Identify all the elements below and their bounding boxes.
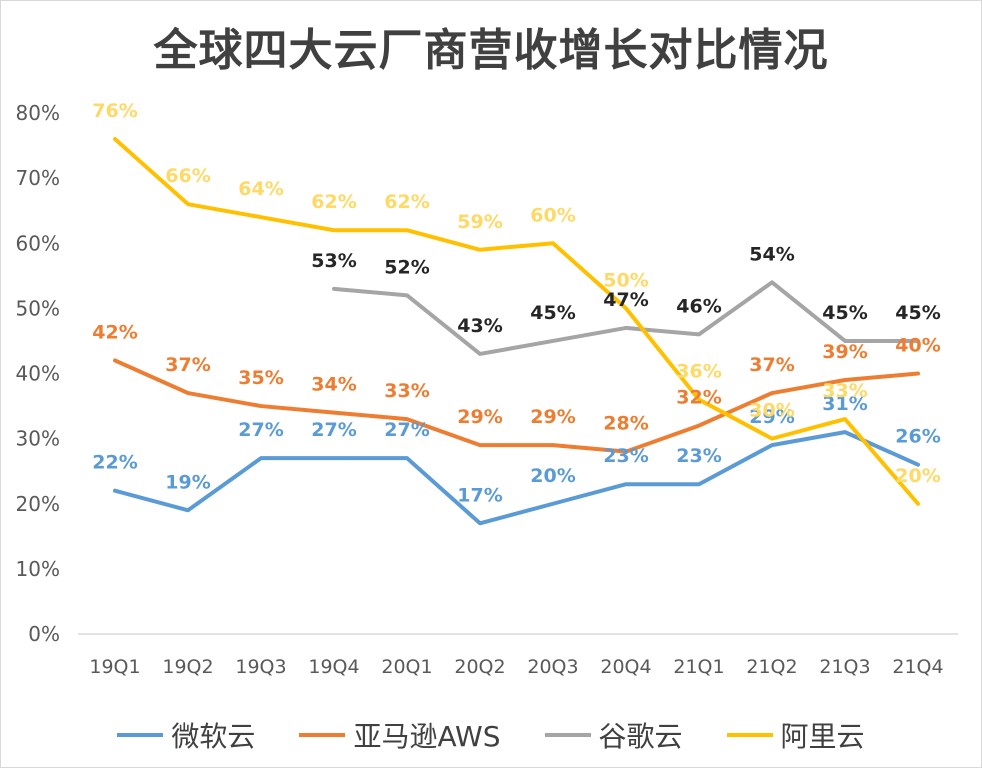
series-line-1 xyxy=(113,430,920,526)
x-tick-label: 19Q4 xyxy=(308,656,359,678)
chart-title: 全球四大云厂商营收增长对比情况 xyxy=(153,25,829,76)
legend-label: 亚马逊AWS xyxy=(353,720,501,753)
data-label: 29% xyxy=(530,406,575,428)
x-tick-label: 20Q4 xyxy=(600,656,651,678)
data-label: 42% xyxy=(92,321,137,343)
data-label: 20% xyxy=(895,465,940,487)
chart-legend: 微软云 亚马逊AWS 谷歌云 阿里云 xyxy=(0,715,982,755)
data-label: 66% xyxy=(165,165,210,187)
x-tick-label: 19Q3 xyxy=(235,656,286,678)
data-label: 62% xyxy=(384,191,429,213)
data-label: 28% xyxy=(603,413,648,435)
series-line-3 xyxy=(332,280,920,356)
data-label: 22% xyxy=(92,452,137,474)
series-line-2 xyxy=(113,358,920,454)
data-label: 37% xyxy=(165,354,210,376)
data-label: 40% xyxy=(895,335,940,357)
legend-item: 微软云 xyxy=(117,715,255,755)
data-label: 60% xyxy=(530,204,575,226)
data-label: 34% xyxy=(311,374,356,396)
x-tick-label: 20Q3 xyxy=(527,656,578,678)
data-label: 17% xyxy=(457,484,502,506)
data-label: 35% xyxy=(238,367,283,389)
x-tick-label: 21Q2 xyxy=(746,656,797,678)
legend-label: 谷歌云 xyxy=(598,720,683,753)
data-label: 45% xyxy=(822,302,867,324)
y-tick-label: 60% xyxy=(16,231,60,255)
x-tick-label: 21Q1 xyxy=(673,656,724,678)
data-label: 39% xyxy=(822,341,867,363)
x-tick-label: 19Q2 xyxy=(162,656,213,678)
y-tick-label: 10% xyxy=(16,557,60,581)
data-label: 45% xyxy=(530,302,575,324)
y-tick-label: 20% xyxy=(16,492,60,516)
legend-item: 亚马逊AWS xyxy=(299,715,501,755)
data-label: 37% xyxy=(749,354,794,376)
data-label: 43% xyxy=(457,315,502,337)
data-label: 33% xyxy=(384,380,429,402)
data-label: 59% xyxy=(457,211,502,233)
legend-item: 谷歌云 xyxy=(544,715,683,755)
data-label: 47% xyxy=(603,289,648,311)
data-label: 33% xyxy=(822,380,867,402)
data-label: 19% xyxy=(165,471,210,493)
data-label: 50% xyxy=(603,269,648,291)
legend-swatch xyxy=(544,733,591,737)
data-label: 27% xyxy=(384,419,429,441)
data-label: 29% xyxy=(457,406,502,428)
y-tick-label: 80% xyxy=(16,101,60,125)
x-tick-label: 21Q4 xyxy=(892,656,943,678)
data-label: 45% xyxy=(895,302,940,324)
data-label: 27% xyxy=(311,419,356,441)
data-label: 23% xyxy=(603,445,648,467)
data-label: 46% xyxy=(676,295,721,317)
y-tick-label: 50% xyxy=(16,296,60,320)
data-label: 32% xyxy=(676,387,721,409)
y-tick-label: 0% xyxy=(28,622,60,646)
data-label: 64% xyxy=(238,178,283,200)
legend-item: 阿里云 xyxy=(726,715,865,755)
data-label: 36% xyxy=(676,361,721,383)
legend-swatch xyxy=(726,733,773,737)
series-line-4 xyxy=(113,137,920,506)
y-tick-label: 30% xyxy=(16,427,60,451)
x-tick-label: 21Q3 xyxy=(819,656,870,678)
legend-label: 阿里云 xyxy=(780,720,865,753)
legend-swatch xyxy=(299,733,346,737)
data-label: 52% xyxy=(384,256,429,278)
y-tick-label: 70% xyxy=(16,166,60,190)
x-tick-label: 19Q1 xyxy=(89,656,140,678)
data-label: 26% xyxy=(895,426,940,448)
x-tick-label: 20Q1 xyxy=(381,656,432,678)
data-label: 27% xyxy=(238,419,283,441)
data-label: 62% xyxy=(311,191,356,213)
legend-swatch xyxy=(117,733,164,737)
data-label: 29% xyxy=(749,406,794,428)
data-label: 76% xyxy=(92,100,137,122)
data-label: 30% xyxy=(749,400,794,422)
data-label: 23% xyxy=(676,445,721,467)
data-label: 20% xyxy=(530,465,575,487)
data-label: 31% xyxy=(822,393,867,415)
x-tick-label: 20Q2 xyxy=(454,656,505,678)
legend-label: 微软云 xyxy=(171,720,256,753)
data-label: 53% xyxy=(311,250,356,272)
data-label: 54% xyxy=(749,243,794,265)
y-tick-label: 40% xyxy=(16,362,60,386)
